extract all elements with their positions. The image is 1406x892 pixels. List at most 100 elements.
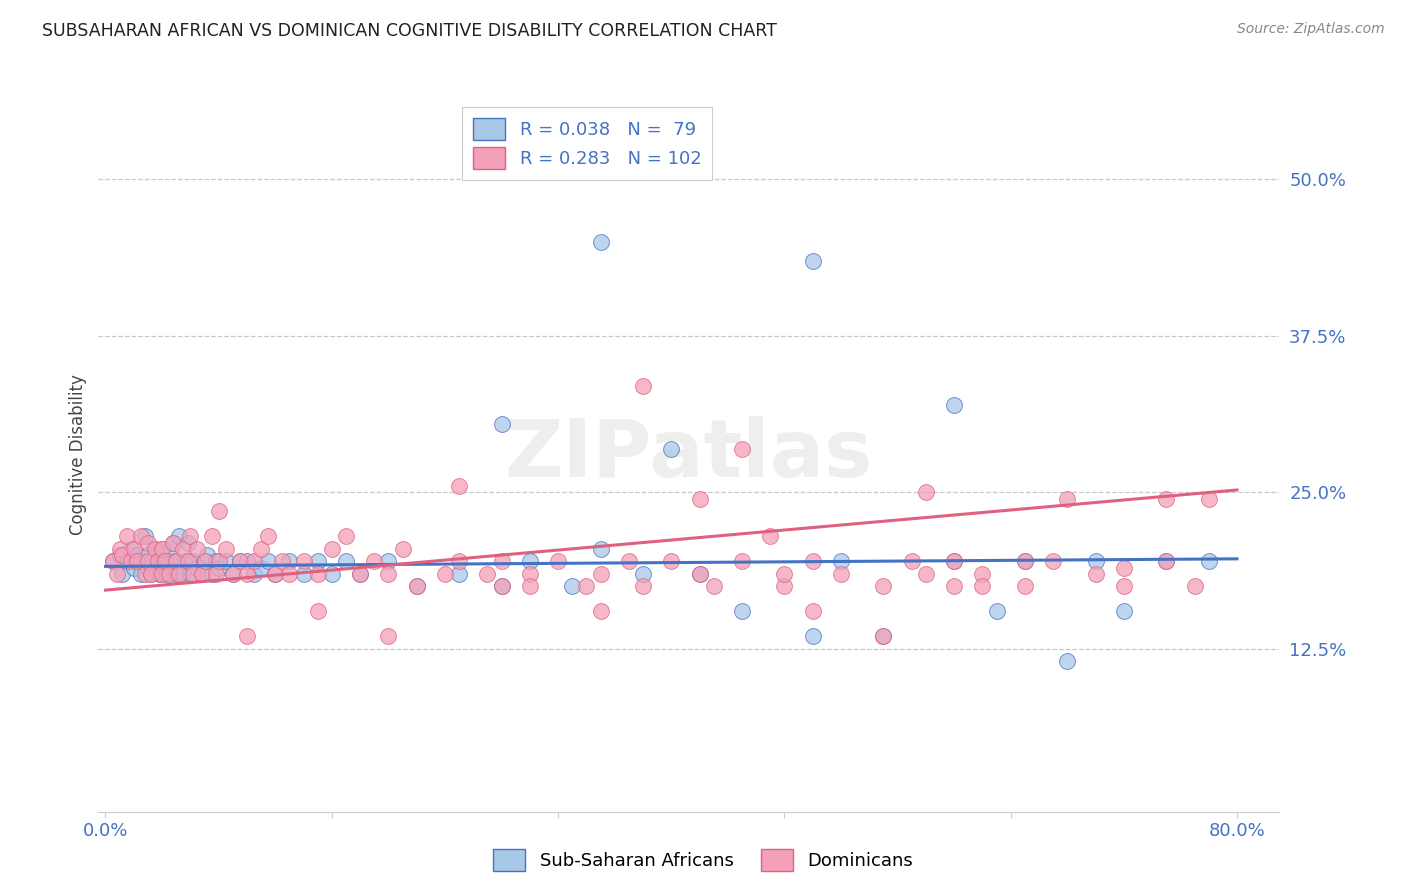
Point (915, 485, 938, 500)
Point (405, 579, 427, 593)
Point (115, 554, 138, 568)
Point (1184, 579, 1206, 593)
Point (271, 554, 294, 568)
Point (589, 541, 612, 556)
Point (165, 554, 187, 568)
Point (215, 554, 238, 568)
Point (801, 253, 824, 268)
Point (101, 554, 124, 568)
Text: SUBSAHARAN AFRICAN VS DOMINICAN COGNITIVE DISABILITY CORRELATION CHART: SUBSAHARAN AFRICAN VS DOMINICAN COGNITIV… (42, 22, 778, 40)
Point (1156, 554, 1178, 568)
Point (195, 548, 218, 562)
Point (519, 579, 541, 593)
Point (167, 529, 190, 543)
Point (215, 541, 238, 556)
Point (731, 442, 754, 456)
Point (136, 535, 159, 549)
Point (589, 235, 612, 249)
Point (108, 541, 131, 556)
Point (363, 554, 385, 568)
Point (139, 566, 162, 581)
Point (617, 554, 640, 568)
Point (193, 554, 215, 568)
Point (547, 554, 569, 568)
Point (172, 541, 194, 556)
Point (120, 554, 142, 568)
Point (659, 442, 682, 456)
Legend: Sub-Saharan Africans, Dominicans: Sub-Saharan Africans, Dominicans (485, 842, 921, 879)
Point (872, 630, 894, 644)
Point (433, 566, 456, 581)
Point (915, 566, 938, 581)
Point (731, 604, 754, 618)
Point (129, 566, 152, 581)
Point (200, 529, 222, 543)
Point (208, 560, 231, 574)
Point (162, 535, 184, 549)
Point (111, 566, 134, 581)
Point (176, 554, 198, 568)
Point (307, 604, 329, 618)
Point (561, 579, 583, 593)
Point (222, 566, 245, 581)
Point (229, 554, 252, 568)
Point (105, 566, 128, 581)
Point (377, 554, 399, 568)
Point (377, 630, 399, 644)
Point (236, 566, 259, 581)
Point (108, 548, 131, 562)
Point (335, 529, 357, 543)
Point (1112, 560, 1135, 574)
Point (631, 379, 654, 393)
Point (134, 566, 156, 581)
Point (150, 566, 173, 581)
Point (157, 554, 180, 568)
Point (176, 535, 198, 549)
Point (405, 579, 427, 593)
Point (759, 529, 782, 543)
Point (243, 566, 266, 581)
Point (204, 554, 226, 568)
Y-axis label: Cognitive Disability: Cognitive Disability (69, 375, 87, 535)
Point (1014, 579, 1036, 593)
Point (321, 541, 343, 556)
Point (236, 630, 259, 644)
Point (204, 566, 226, 581)
Point (167, 566, 190, 581)
Point (150, 541, 173, 556)
Point (165, 554, 187, 568)
Point (179, 566, 201, 581)
Point (208, 554, 231, 568)
Point (292, 554, 315, 568)
Point (801, 554, 824, 568)
Point (150, 541, 173, 556)
Point (491, 417, 513, 431)
Point (830, 566, 852, 581)
Point (349, 566, 371, 581)
Point (631, 566, 654, 581)
Point (264, 566, 287, 581)
Point (208, 504, 231, 518)
Point (689, 566, 711, 581)
Point (900, 554, 922, 568)
Point (193, 554, 215, 568)
Point (278, 554, 301, 568)
Point (115, 529, 138, 543)
Point (1156, 554, 1178, 568)
Point (449, 554, 471, 568)
Point (449, 479, 471, 493)
Point (179, 529, 201, 543)
Point (236, 554, 259, 568)
Point (1014, 554, 1036, 568)
Point (136, 554, 159, 568)
Point (111, 548, 134, 562)
Point (122, 560, 145, 574)
Point (125, 548, 148, 562)
Point (125, 554, 148, 568)
Point (773, 579, 796, 593)
Point (943, 554, 966, 568)
Point (491, 554, 513, 568)
Point (519, 566, 541, 581)
Point (801, 630, 824, 644)
Point (943, 398, 966, 412)
